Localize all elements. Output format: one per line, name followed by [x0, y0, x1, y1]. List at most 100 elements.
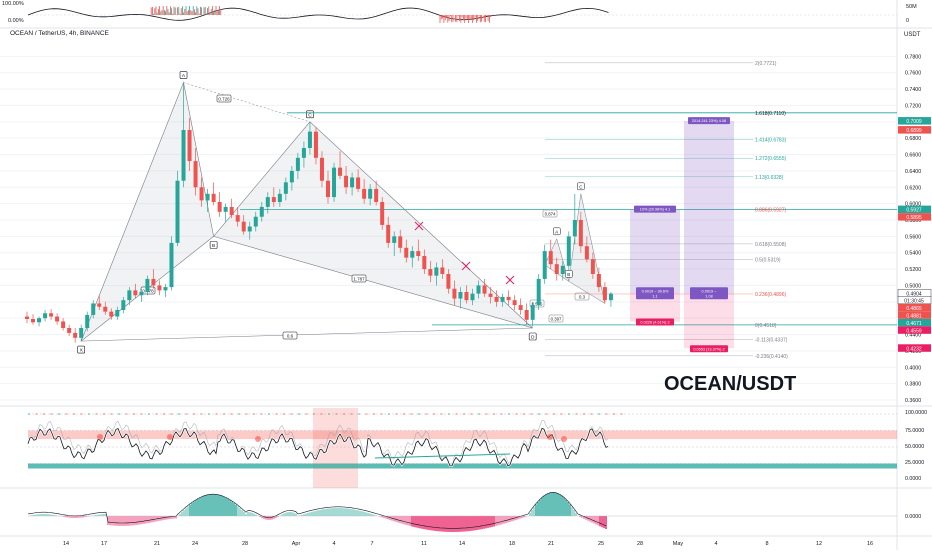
fib-label: 0.886(0.5927)	[755, 208, 786, 214]
candle-body	[193, 161, 198, 188]
time-tick: 17	[101, 541, 107, 547]
rsi-tick: 75.0000	[905, 428, 924, 434]
time-tick: 21	[154, 541, 160, 547]
pattern2-ratio-label: 0.874	[545, 212, 556, 217]
candle-body	[301, 148, 306, 158]
candle-body	[307, 131, 312, 148]
time-tick: 16	[867, 541, 873, 547]
price-tag-box	[898, 117, 931, 125]
candle-body	[55, 316, 60, 322]
time-axis[interactable]: 14 17 21 24 28 Apr 4 7 11 14 18 21 25 28 May 4 8 12 16	[63, 541, 873, 547]
candle-body	[157, 285, 162, 291]
candle-body	[530, 305, 535, 320]
time-tick: 7	[370, 541, 373, 547]
symbol-watermark: OCEAN/USDT	[664, 373, 796, 395]
candle-body	[67, 328, 72, 333]
fib-label: 0.5(0.5319)	[755, 257, 781, 263]
candle-body	[313, 131, 318, 158]
price-tick: 0.4000	[905, 365, 921, 371]
trade-mid-label: 0.0019 − 30.6%	[642, 289, 669, 293]
time-tick: 24	[192, 541, 198, 547]
candle-body	[241, 221, 246, 232]
candle-body	[283, 182, 288, 194]
pattern-point-box	[77, 345, 85, 354]
price-tag-box	[898, 311, 931, 319]
candle-body	[121, 300, 126, 310]
candle-body	[319, 157, 324, 181]
pattern-point-label: A	[182, 73, 186, 79]
candle-body	[31, 319, 36, 323]
rsi-oversold-strip	[28, 463, 897, 469]
candle-body	[163, 287, 168, 291]
x-marker	[461, 261, 471, 271]
candle-body	[608, 293, 613, 301]
candle-body	[596, 274, 601, 288]
price-tick: 0.5200	[905, 267, 921, 273]
price-tag-label: 0.7009	[906, 119, 922, 125]
rsi-highlight-zone	[313, 408, 358, 488]
price-axis[interactable]: 0.78000.76000.74000.72000.70000.68000.66…	[897, 54, 932, 520]
pattern2-ratio-label: 0.397	[551, 317, 562, 322]
candle-body	[560, 265, 565, 274]
fib-label: 0.618(0.5508)	[755, 242, 786, 248]
pattern-ratio-box	[282, 331, 298, 340]
candle-body	[398, 236, 403, 248]
trade-boxes: 10% (20.98%) 4.1 0.0019 − 30.6%1.1 0.0226 …	[630, 117, 734, 353]
pattern-ratio-label: 1.787	[353, 277, 365, 282]
macd-pane	[27, 492, 897, 532]
candle-body	[542, 251, 547, 279]
candle-body	[404, 247, 409, 258]
rsi-tick: 100.0000	[905, 410, 927, 416]
candle-body	[584, 246, 589, 260]
trade-top-tag	[688, 117, 730, 125]
pattern-point-label: B	[212, 243, 215, 249]
candle-body	[416, 251, 421, 256]
fib-label: 2(0.7721)	[755, 61, 777, 67]
time-tick: 21	[548, 541, 554, 547]
candle-body	[205, 193, 210, 201]
time-tick: 11	[421, 541, 427, 547]
candle-body	[524, 310, 529, 320]
candle-body	[103, 306, 108, 312]
pattern2-ratio-box	[548, 314, 564, 323]
candle-body	[506, 296, 511, 301]
candle-body	[109, 311, 114, 317]
candle-body	[476, 285, 481, 294]
rsi-tick: 25.0000	[905, 460, 924, 466]
trade-loss-zone	[684, 293, 734, 349]
pattern-point-label: X	[80, 348, 84, 354]
pattern2-point-label: A	[555, 229, 558, 234]
price-tag-box	[898, 303, 931, 312]
rsi-signal-dot	[561, 436, 567, 442]
time-tick: 4	[714, 541, 717, 547]
price-tag-box	[898, 205, 931, 214]
price-tag-label: 01:30:45	[904, 298, 924, 304]
top-left-value-2: 0.00%	[8, 18, 24, 24]
candle-body	[488, 293, 493, 297]
time-tick: 8	[765, 541, 768, 547]
price-tag-box	[898, 213, 931, 221]
candle-body	[85, 314, 90, 328]
time-tick: May	[673, 541, 684, 547]
price-tick: 0.7200	[905, 103, 921, 109]
price-tick: 0.3600	[905, 398, 921, 404]
fib-label: 0(0.4518)	[755, 323, 777, 329]
price-tag-label: 0.4904	[906, 291, 922, 297]
price-tag-label: 0.6899	[906, 128, 922, 134]
price-tick: 0.4200	[905, 349, 921, 355]
pattern-ratio-box	[351, 274, 367, 283]
time-tick: 4	[332, 541, 335, 547]
trade-bottom-tag	[690, 345, 728, 353]
price-tag-box	[898, 326, 931, 334]
time-tick: 28	[637, 541, 643, 547]
candle-body	[494, 296, 499, 302]
candle-body	[362, 188, 367, 199]
candle-body	[392, 236, 397, 243]
rsi-signal-dot	[167, 434, 173, 440]
candle-body	[356, 177, 361, 189]
trade-mid-label-2: 1.1	[652, 294, 657, 298]
fib-label: -0.113(0.4337)	[755, 338, 788, 344]
candle-body	[145, 278, 150, 292]
